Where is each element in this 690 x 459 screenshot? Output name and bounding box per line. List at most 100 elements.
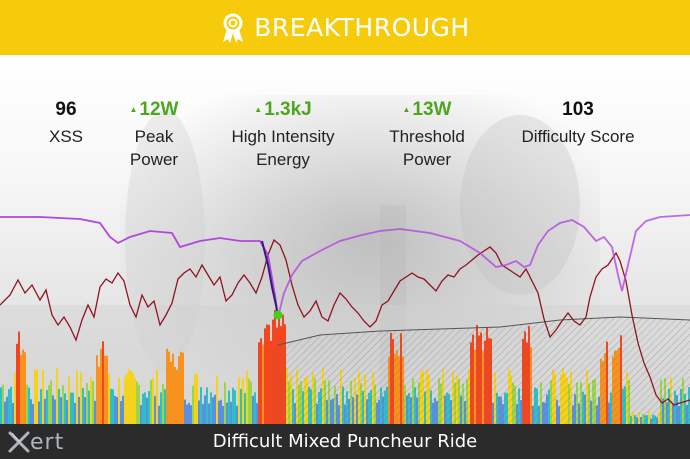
power-bar [238, 377, 240, 424]
power-bar [152, 377, 154, 424]
power-bar [258, 342, 260, 424]
power-bar [206, 387, 208, 424]
power-bar [38, 401, 40, 424]
workout-name: Difficult Mixed Puncheur Ride [212, 431, 478, 452]
power-bar [136, 381, 138, 424]
power-bar [204, 395, 206, 424]
power-bar [234, 390, 236, 424]
remaining-capacity-edge [277, 316, 690, 346]
power-bar [88, 390, 90, 424]
footer-bar: ert Difficult Mixed Puncheur Ride [0, 424, 690, 459]
power-bar [148, 391, 150, 424]
power-bar [150, 379, 152, 424]
trend-up-icon: ▲ [129, 105, 138, 114]
power-bar [64, 393, 66, 424]
power-bar [194, 374, 196, 424]
power-bar [74, 402, 76, 424]
power-bar [98, 366, 100, 424]
power-bar [36, 369, 38, 424]
xert-x-icon [8, 431, 30, 453]
power-bar [172, 353, 174, 424]
stat-high-intensity-energy: ▲ 1.3kJ High Intensity Energy [208, 97, 358, 171]
power-bar [168, 351, 170, 424]
power-bar [12, 403, 14, 424]
power-bar [186, 404, 188, 424]
power-bar [174, 366, 176, 424]
power-bar [114, 395, 116, 424]
power-bar [248, 378, 250, 424]
power-bar [58, 389, 60, 424]
power-bar [218, 400, 220, 424]
power-bar [0, 387, 2, 424]
power-bar [50, 380, 52, 424]
power-bar [76, 370, 78, 424]
power-bar [208, 403, 210, 424]
power-bar [224, 382, 226, 424]
power-bar [22, 349, 24, 424]
power-bar [266, 324, 268, 424]
power-bar [122, 395, 124, 424]
power-bar [118, 377, 120, 424]
power-bar [202, 404, 204, 424]
power-bar [130, 370, 132, 424]
power-bar [138, 384, 140, 424]
stat-label: High Intensity Energy [231, 127, 335, 169]
logo-text: ert [30, 429, 65, 455]
power-bar [216, 375, 218, 424]
stat-value: ▲ 1.3kJ [254, 99, 312, 121]
power-bar [236, 405, 238, 424]
power-bar [262, 344, 264, 424]
stat-peak-power: ▲ 12W Peak Power [79, 97, 229, 171]
power-bar [108, 374, 110, 424]
power-bar [144, 392, 146, 424]
power-bar [244, 393, 246, 424]
power-bar [2, 384, 4, 424]
power-bar [228, 390, 230, 424]
power-bar [156, 369, 158, 424]
power-bar [60, 397, 62, 424]
power-bar [176, 369, 178, 424]
power-bar [100, 348, 102, 424]
power-bar [188, 402, 190, 424]
power-bar [124, 376, 126, 424]
stat-value: ▲ 13W [402, 99, 452, 121]
xert-logo: ert [6, 428, 64, 456]
power-bar [214, 394, 216, 424]
power-bar [142, 393, 144, 424]
power-bar [220, 399, 222, 424]
stat-label: Threshold Power [389, 127, 465, 169]
power-bar [268, 324, 270, 424]
stat-label: XSS [48, 127, 84, 146]
ride-chart: 96 XSS ▲ 12W Peak Power ▲ 1.3kJ High Intens… [0, 55, 690, 424]
power-bar [80, 372, 82, 424]
power-bar [68, 376, 70, 424]
power-bar [242, 377, 244, 424]
power-bar [170, 361, 172, 424]
power-bar [20, 354, 22, 424]
power-bar [240, 388, 242, 424]
power-bar [104, 355, 106, 424]
power-bar [178, 356, 180, 424]
heart-rate-line [0, 238, 690, 406]
power-bar [256, 403, 258, 424]
power-bar [8, 389, 10, 424]
power-bar [66, 400, 68, 424]
breakthrough-banner: BREAKTHROUGH [0, 0, 690, 55]
power-bar [106, 355, 108, 424]
power-bar [254, 392, 256, 424]
power-bar [198, 400, 200, 424]
power-bar [102, 341, 104, 424]
power-bar [212, 397, 214, 424]
power-bar [94, 400, 96, 424]
power-bar [30, 399, 32, 424]
power-bar [120, 400, 122, 424]
power-bar [184, 399, 186, 424]
power-bar [164, 389, 166, 424]
power-bar [10, 386, 12, 424]
power-bar [128, 369, 130, 424]
power-bar [52, 395, 54, 424]
power-bar [40, 389, 42, 424]
stat-value: 103 [562, 99, 594, 120]
power-bar [110, 388, 112, 424]
stat-label: Peak Power [129, 127, 179, 169]
